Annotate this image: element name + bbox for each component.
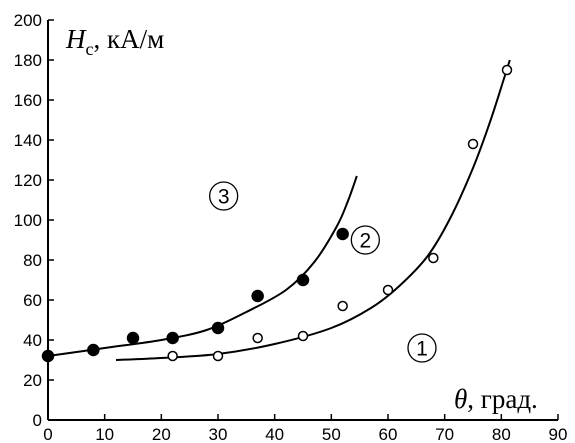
y-axis-symbol: H [65,24,87,54]
fit-curves [47,59,511,361]
curve-label-circle-2 [350,225,380,255]
data-point-series-3 [336,227,349,241]
y-tick-label: 40 [23,331,42,350]
data-point-series-2 [428,252,439,264]
data-point-series-3 [41,349,55,363]
x-tick-label: 0 [43,425,52,443]
x-tick-label: 80 [492,425,511,443]
x-tick-label: 10 [95,425,114,443]
curve-label-circle-3 [209,181,239,211]
y-tick-label: 180 [14,51,42,70]
data-point-series-2 [297,330,309,342]
x-tick-label: 40 [265,425,284,443]
data-point-series-2 [337,300,348,312]
x-axis-symbol: θ [454,384,467,414]
x-tick-label: 60 [379,425,398,443]
data-point-series-2 [212,350,224,362]
data-point-series-3 [211,321,225,335]
y-axis-unit: , кА/м [94,24,165,54]
data-point-series-3 [251,289,264,303]
y-tick-label: 20 [23,371,42,390]
data-point-series-2 [167,350,178,362]
curve-label-3: 3 [218,186,230,209]
data-point-series-3 [87,343,100,357]
x-tick-label: 30 [209,425,228,443]
fit-curve-3 [47,175,358,357]
data-point-series-3 [296,273,310,287]
data-point-series-2 [252,332,263,344]
curve-label-2: 2 [359,230,371,253]
y-tick-label: 200 [14,11,42,30]
y-axis-title: Hc, кА/м [65,24,164,59]
y-tick-label: 140 [14,131,42,150]
data-point-series-2 [382,284,394,296]
x-tick-label: 90 [549,425,568,443]
axes: 0 10 20 30 40 50 60 70 80 90 0 20 40 60 80 100 120 140 160… [14,11,568,443]
data-point-series-3 [126,331,140,345]
x-tick-label: 20 [152,425,171,443]
curve-label-circle-1 [407,333,437,363]
y-tick-label: 80 [23,251,42,270]
y-tick-label: 160 [14,91,42,110]
y-tick-label: 120 [14,171,42,190]
y-axis-subscript: c [86,39,94,59]
data-point-series-2 [501,64,513,76]
x-tick-label: 70 [435,425,454,443]
curve-labels: 3 2 1 [209,181,437,363]
data-point-series-2 [467,138,479,150]
curve-label-1: 1 [416,338,428,361]
data-points [41,64,513,363]
y-tick-label: 0 [33,411,42,430]
data-point-series-3 [166,331,179,345]
y-tick-label: 60 [23,291,42,310]
x-axis-unit: , град. [467,384,538,414]
fit-curve-2 [115,59,511,361]
x-tick-label: 50 [322,425,341,443]
y-tick-label: 100 [14,211,42,230]
x-axis-title: θ, град. [454,384,538,414]
